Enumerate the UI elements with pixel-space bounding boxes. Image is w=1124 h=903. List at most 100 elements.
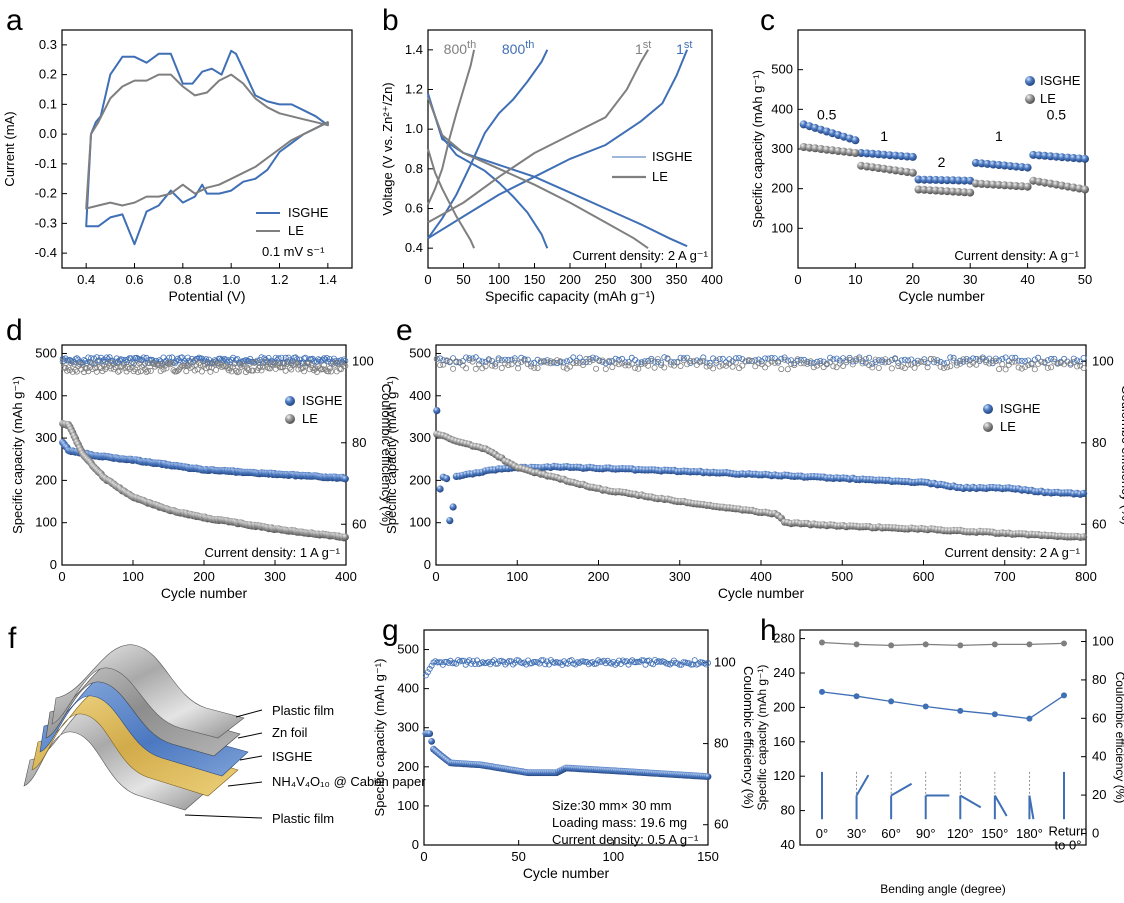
y2-tick-label: 80: [352, 435, 366, 450]
ce-point-LE: [749, 358, 756, 365]
ce-point-ISGHE: [905, 357, 912, 364]
capacity-point: [922, 703, 929, 710]
ce-point-ISGHE: [953, 359, 960, 366]
ce-point-LE: [166, 359, 173, 366]
ce-point-LE: [979, 355, 986, 362]
ce-point-ISGHE: [788, 357, 795, 364]
ce-point-LE: [807, 358, 814, 365]
data-point-LE: [977, 179, 986, 188]
ce-point-ISGHE: [771, 355, 778, 362]
ce-point-LE: [515, 365, 522, 372]
x-tick-label: 700: [994, 569, 1016, 584]
y2-tick-label: 80: [1092, 672, 1106, 687]
ce-point-ISGHE: [875, 357, 882, 364]
ce-point-ISGHE: [866, 354, 873, 361]
ce-point: [1026, 641, 1033, 648]
ce-point-LE: [638, 360, 645, 367]
ce-point: [705, 660, 712, 667]
legend-label-LE: LE: [652, 169, 668, 184]
capacity-point-ISGHE: [449, 503, 457, 511]
ce-point: [530, 658, 537, 665]
ce-point-ISGHE: [589, 354, 596, 361]
x-tick-label: 50: [456, 272, 470, 287]
ce-point-ISGHE: [827, 354, 834, 361]
ce-point-ISGHE: [1022, 358, 1029, 365]
ce-point: [544, 658, 551, 665]
ce-point-LE: [92, 365, 99, 372]
ce-point: [623, 658, 630, 665]
x-tick-label: 400: [701, 272, 723, 287]
y-tick-label: -0.4: [35, 245, 57, 260]
ce-point-ISGHE: [888, 356, 895, 363]
curve-label-sup: th: [525, 39, 534, 51]
legend-marker-LE: [1025, 94, 1035, 104]
data-point-LE: [839, 147, 848, 156]
capacity-point-ISGHE: [341, 475, 349, 483]
ce-point-LE: [329, 361, 336, 368]
ce-point-LE: [170, 367, 177, 374]
ce-point: [508, 658, 515, 665]
x-tick-label: 0.4: [77, 272, 95, 287]
ce-point-ISGHE: [882, 359, 889, 366]
panel-d: d 0 100 200 300 400 0 100 200 300 400 500 60 80 100 Cou…: [6, 314, 394, 601]
category-label: to 0°: [1055, 838, 1082, 853]
ce-point-LE: [586, 358, 593, 365]
ce-point-LE: [609, 364, 616, 371]
ce-point-LE: [817, 360, 824, 367]
panel-a: a 0.4 0.6 0.8 1.0 1.2 1.4 -0.4 -0.3 -0.2 -0.1 0.0 0.…: [2, 4, 353, 304]
ce-point: [612, 661, 619, 668]
ce-point-LE: [602, 365, 609, 372]
ce-point-LE: [116, 367, 123, 374]
ce-point-LE: [810, 364, 817, 371]
ce-point-LE: [443, 357, 450, 364]
ce-point-LE: [580, 361, 587, 368]
ce-point-ISGHE: [716, 356, 723, 363]
y-tick-label: 1.4: [405, 42, 423, 57]
ce-point-LE: [113, 360, 120, 367]
ce-point-LE: [534, 365, 541, 372]
ce-point-LE: [316, 365, 323, 372]
ce-point-ISGHE: [778, 355, 785, 362]
x-axis-label: Cycle number: [161, 585, 248, 601]
ce-point-ISGHE: [999, 355, 1006, 362]
curve-label-sup: st: [643, 39, 652, 51]
ce-point-LE: [576, 359, 583, 366]
ce-point-ISGHE: [924, 360, 931, 367]
data-point-ISGHE: [1069, 154, 1078, 162]
x-tick-label: 300: [630, 272, 652, 287]
ce-point-ISGHE: [71, 359, 78, 366]
y-tick-label: 100: [397, 798, 419, 813]
legend-label-ISGHE: ISGHE: [302, 393, 343, 408]
series-line-LE 800th discharge: [427, 148, 476, 249]
ce-point-ISGHE: [1077, 358, 1084, 365]
ce-point-ISGHE: [1005, 358, 1012, 365]
y-axis-label: Specific capacity (mAh g⁻¹): [372, 659, 387, 817]
ce-point-ISGHE: [544, 357, 551, 364]
x-tick-label: 300: [669, 569, 691, 584]
ce-point-ISGHE: [567, 357, 574, 364]
ce-point: [627, 658, 634, 665]
y-tick-label: 300: [35, 430, 57, 445]
ce-point-ISGHE: [661, 354, 668, 361]
x-tick-label: 200: [559, 272, 581, 287]
series-line-ISGHE 1st discharge: [427, 93, 688, 248]
bend-pictogram: [1028, 795, 1035, 820]
ce-point-ISGHE: [944, 359, 951, 366]
ce-point-LE: [144, 367, 151, 374]
ce-point-LE: [140, 362, 147, 369]
ce-point-ISGHE: [495, 355, 502, 362]
ce-point-LE: [508, 361, 515, 368]
ce-point: [638, 657, 645, 664]
ce-point-ISGHE: [1080, 354, 1087, 361]
ce-point-LE: [976, 356, 983, 363]
ce-point-LE: [989, 357, 996, 364]
ce-point-LE: [342, 362, 349, 369]
x-axis-label: Specific capacity (mAh g⁻¹): [485, 288, 655, 304]
ce-point-LE: [1048, 364, 1055, 371]
series-line-ISGHE 800th charge: [427, 49, 549, 239]
ce-point-ISGHE: [320, 355, 327, 362]
legend-label-LE: LE: [288, 223, 304, 238]
ce-point-ISGHE: [130, 360, 137, 367]
data-point-ISGHE: [1000, 161, 1009, 170]
